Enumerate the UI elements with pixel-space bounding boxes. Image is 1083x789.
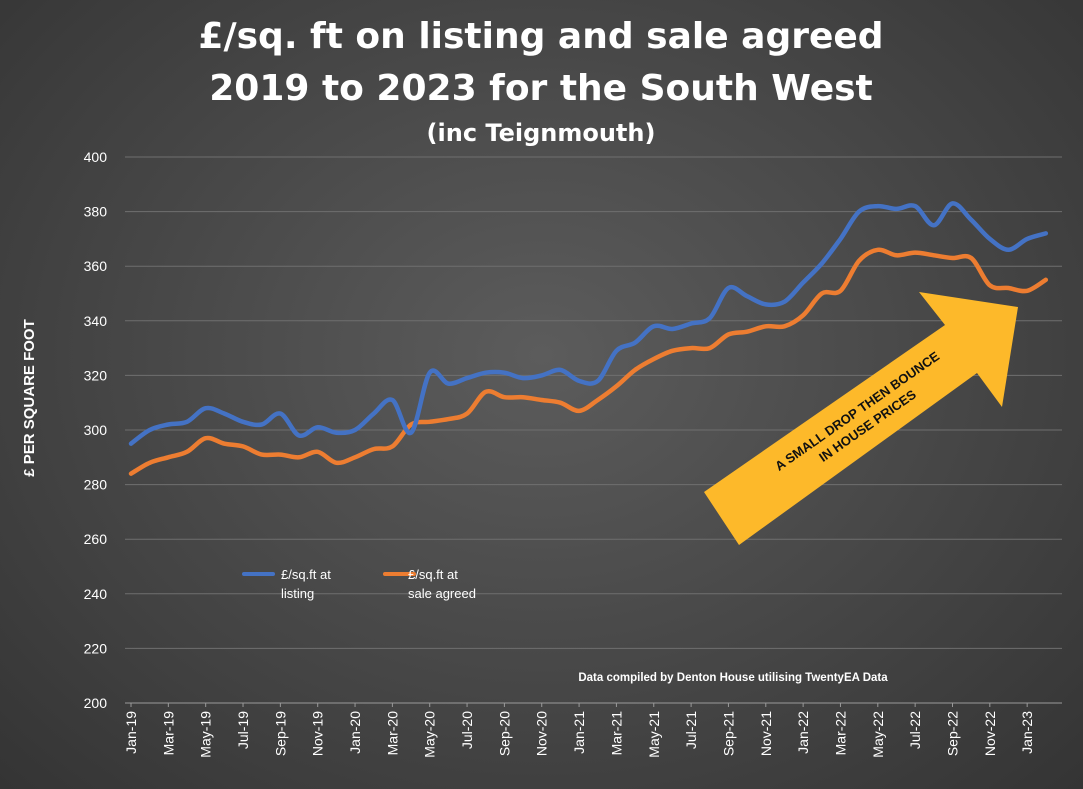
x-tick-label-sep-20: Sep-20	[496, 711, 512, 756]
legend-label-listing-line-2: listing	[281, 586, 314, 601]
x-tick-label-sep-22: Sep-22	[944, 711, 960, 756]
x-tick-label-jan-22: Jan-22	[795, 711, 811, 754]
y-tick-label-300: 300	[84, 422, 108, 438]
x-tick-label-jan-21: Jan-21	[571, 711, 587, 754]
x-tick-label-mar-19: Mar-19	[160, 711, 176, 756]
x-axis-tick-labels: Jan-19 Mar-19 May-19 Jul-19 Sep-19 Nov-19 Jan-…	[123, 703, 1035, 758]
x-tick-label-jul-21: Jul-21	[683, 711, 699, 749]
y-axis-tick-labels: 200 220 240 260 280 300 320 340 360 380 400	[84, 149, 108, 711]
series-line-sq-ft-at-listing	[128, 201, 1049, 446]
x-tick-label-sep-19: Sep-19	[272, 711, 288, 756]
x-tick-label-jul-20: Jul-20	[459, 711, 475, 749]
x-tick-label-mar-20: Mar-20	[384, 711, 400, 756]
arrow-shape	[704, 292, 1018, 545]
y-tick-label-240: 240	[84, 586, 108, 602]
x-tick-label-nov-22: Nov-22	[982, 711, 998, 756]
y-axis-label: £ PER SQUARE FOOT	[21, 319, 38, 477]
x-tick-label-jan-23: Jan-23	[1019, 711, 1035, 754]
x-tick-label-jul-19: Jul-19	[235, 711, 251, 749]
x-tick-label-mar-21: Mar-21	[608, 711, 624, 756]
x-tick-label-jan-20: Jan-20	[347, 711, 363, 754]
gridlines	[125, 156, 1062, 704]
y-tick-label-260: 260	[84, 531, 108, 547]
legend-label-sale-agreed-line-2: sale agreed	[408, 586, 476, 601]
x-tick-label-jul-22: Jul-22	[907, 711, 923, 749]
legend: £/sq.ft at listing £/sq.ft at sale agree…	[242, 567, 476, 601]
x-tick-label-nov-20: Nov-20	[534, 711, 550, 756]
y-tick-label-220: 220	[84, 640, 108, 656]
series-lines	[128, 201, 1049, 476]
x-tick-label-sep-21: Sep-21	[720, 711, 736, 756]
series-line-sq-ft-at-sale-agreed	[128, 247, 1049, 476]
y-tick-label-340: 340	[84, 313, 108, 329]
y-tick-label-280: 280	[84, 477, 108, 493]
chart-title-line-2: 2019 to 2023 for the South West	[209, 68, 873, 109]
x-tick-label-may-20: May-20	[422, 711, 438, 758]
x-tick-label-nov-21: Nov-21	[758, 711, 774, 756]
source-note: Data compiled by Denton House utilising …	[578, 672, 888, 684]
x-tick-label-mar-22: Mar-22	[832, 711, 848, 756]
legend-label-listing-line-1: £/sq.ft at	[281, 567, 331, 582]
x-tick-label-may-21: May-21	[646, 711, 662, 758]
y-tick-label-320: 320	[84, 367, 108, 383]
y-tick-label-200: 200	[84, 695, 108, 711]
y-tick-label-380: 380	[84, 204, 108, 220]
x-tick-label-jan-19: Jan-19	[123, 711, 139, 754]
x-tick-label-may-22: May-22	[870, 711, 886, 758]
legend-label-sale-agreed-line-1: £/sq.ft at	[408, 567, 458, 582]
chart-title-line-1: £/sq. ft on listing and sale agreed	[198, 16, 883, 57]
y-tick-label-400: 400	[84, 149, 108, 165]
x-tick-label-may-19: May-19	[198, 711, 214, 758]
chart-subtitle: (inc Teignmouth)	[427, 119, 656, 147]
y-tick-label-360: 360	[84, 258, 108, 274]
x-tick-label-nov-19: Nov-19	[310, 711, 326, 756]
